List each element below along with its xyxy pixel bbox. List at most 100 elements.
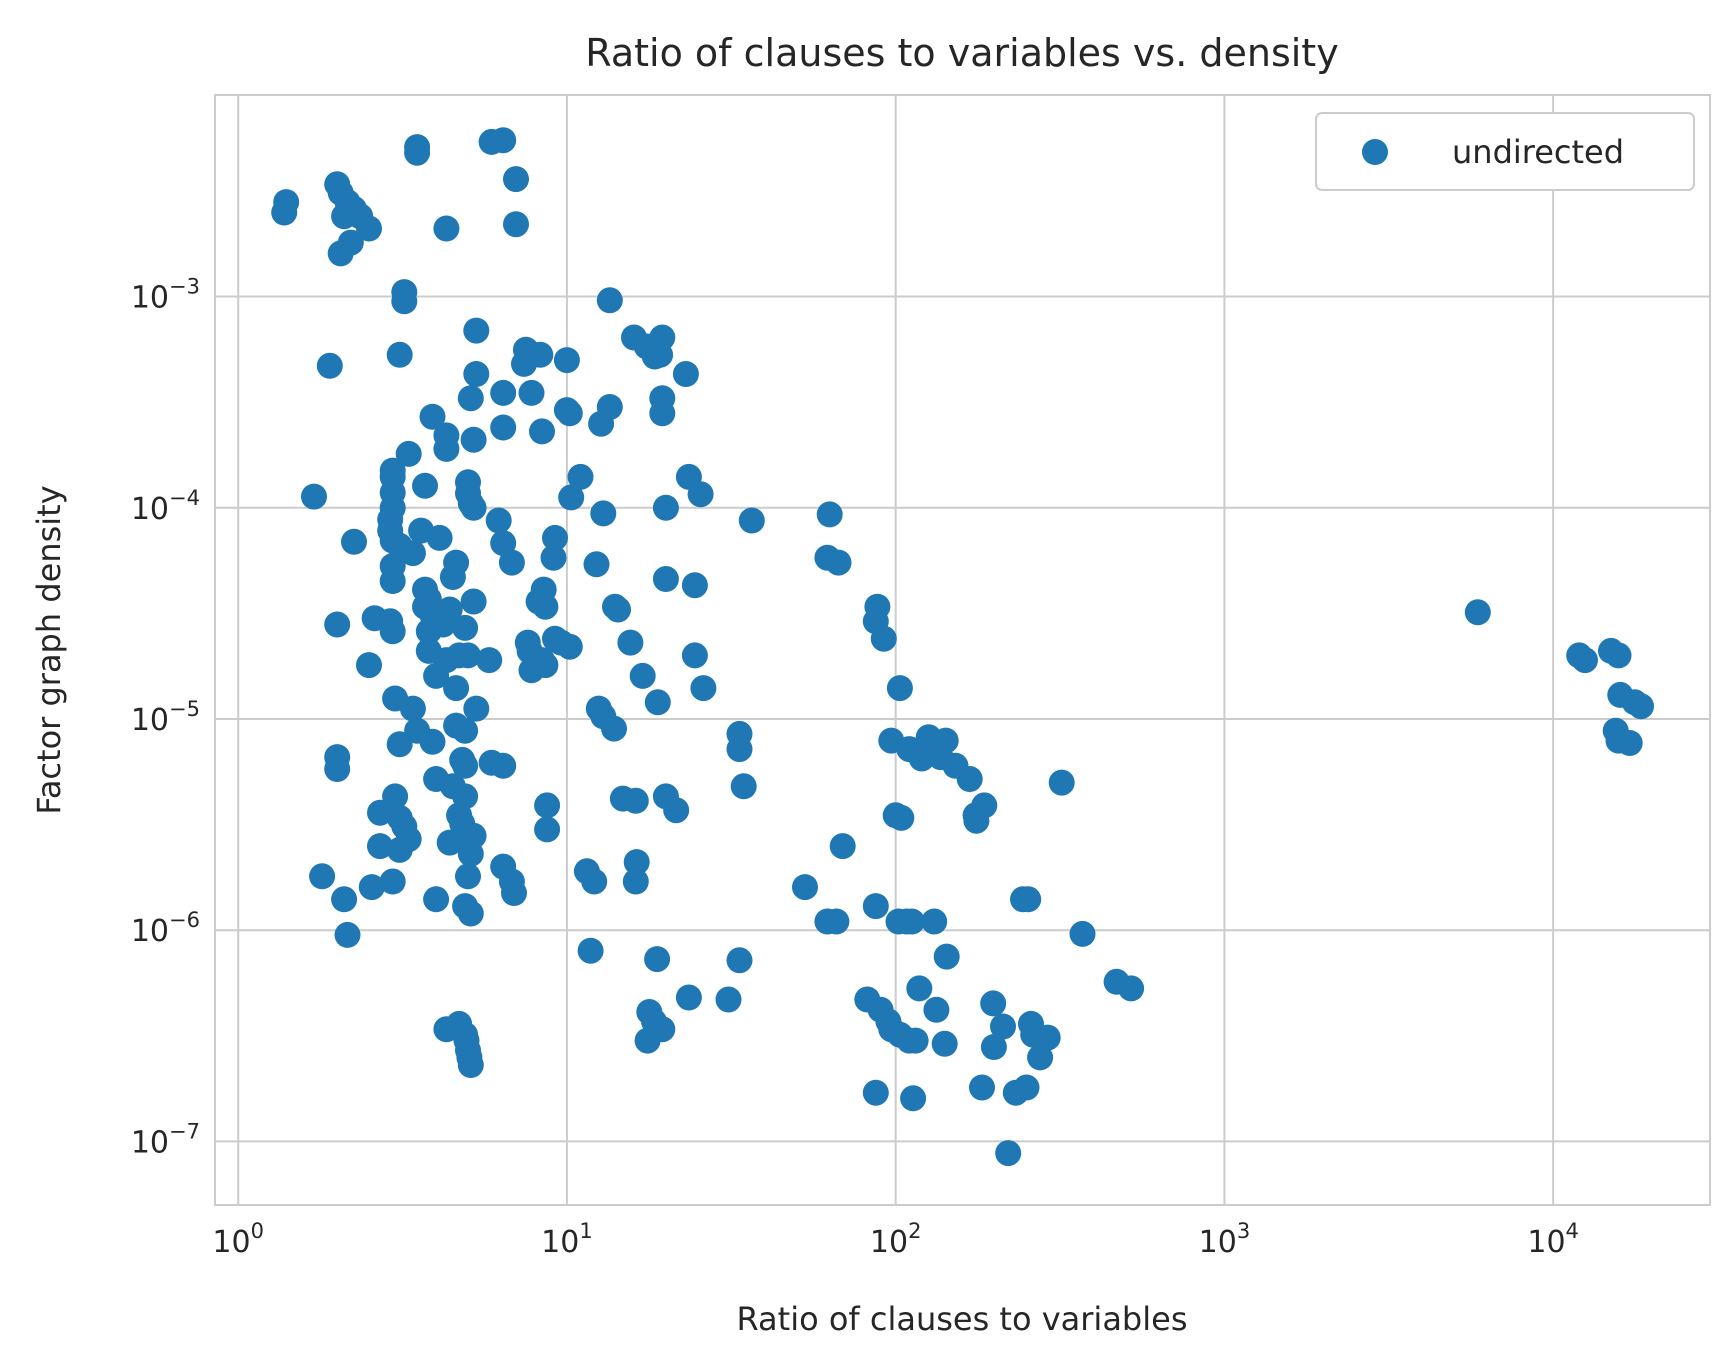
x-tick-label: 103	[1199, 1219, 1251, 1260]
data-point	[681, 642, 708, 669]
y-tick-label: 10−3	[131, 275, 200, 316]
x-tick-label: 104	[1527, 1219, 1579, 1260]
data-point	[969, 1074, 995, 1101]
data-point	[886, 675, 913, 702]
data-point	[490, 752, 517, 779]
x-axis-ticks: 100 101 102 103 104	[212, 1219, 1579, 1260]
data-point	[605, 596, 631, 623]
data-point	[898, 908, 925, 935]
data-point	[399, 540, 426, 567]
data-point	[908, 745, 935, 772]
data-point	[463, 317, 490, 344]
data-point	[391, 288, 418, 315]
data-point	[382, 783, 409, 810]
data-point	[367, 799, 393, 826]
data-point	[590, 500, 617, 527]
y-tick-label: 10−4	[131, 486, 200, 527]
data-point	[433, 215, 460, 242]
data-point	[870, 625, 897, 652]
y-tick-exponent: −4	[169, 486, 200, 510]
legend-marker	[1362, 139, 1388, 165]
data-point	[455, 642, 481, 669]
data-point	[738, 507, 765, 534]
data-point	[379, 568, 406, 594]
data-point	[485, 507, 512, 534]
y-tick-exponent: −5	[169, 697, 200, 721]
data-point	[518, 379, 545, 406]
data-point	[379, 868, 406, 895]
data-point	[327, 240, 354, 267]
data-point	[825, 549, 852, 576]
data-point	[553, 347, 580, 374]
y-tick-exponent: −6	[169, 908, 200, 932]
x-tick-label: 100	[212, 1219, 264, 1260]
data-point	[395, 440, 422, 467]
data-point	[412, 472, 438, 499]
data-point	[1572, 647, 1598, 674]
data-point	[577, 937, 604, 964]
data-point	[430, 611, 457, 638]
x-tick-base: 10	[212, 1225, 250, 1260]
x-tick-base: 10	[1527, 1225, 1565, 1260]
data-point	[439, 564, 466, 590]
data-point	[1015, 886, 1042, 913]
data-point	[367, 833, 393, 860]
data-point	[556, 633, 583, 660]
data-point	[457, 900, 484, 927]
data-point	[501, 880, 527, 906]
data-point	[386, 341, 413, 368]
data-point	[379, 618, 406, 645]
data-point	[687, 481, 714, 508]
data-point	[1118, 975, 1145, 1002]
data-point	[490, 414, 517, 441]
y-axis-ticks: 10−710−610−510−410−3	[131, 275, 200, 1161]
data-point	[532, 593, 559, 620]
x-tick-base: 10	[1199, 1225, 1237, 1260]
y-axis-label: Factor graph density	[30, 485, 68, 814]
data-point	[980, 990, 1007, 1017]
legend: undirected	[1315, 112, 1695, 191]
data-point	[862, 893, 889, 920]
x-tick-exponent: 3	[1237, 1219, 1250, 1243]
data-point	[596, 394, 623, 420]
data-point	[931, 1030, 958, 1057]
data-point	[990, 1013, 1016, 1040]
data-point	[567, 463, 594, 490]
data-point	[652, 566, 679, 592]
data-point	[316, 352, 343, 379]
plot-frame	[214, 94, 1711, 1206]
data-point	[356, 215, 382, 242]
data-point	[404, 139, 431, 166]
data-point	[455, 863, 481, 890]
data-point	[792, 874, 818, 901]
data-points	[271, 127, 1654, 1167]
data-point	[995, 1140, 1022, 1167]
data-point	[534, 816, 561, 843]
data-point	[457, 385, 484, 412]
data-point	[715, 986, 742, 1013]
data-point	[463, 361, 490, 387]
data-point	[980, 1034, 1007, 1060]
data-point	[888, 804, 915, 831]
data-point	[1034, 1024, 1061, 1051]
data-point	[503, 166, 529, 193]
data-point	[331, 886, 358, 913]
x-tick-label: 102	[870, 1219, 922, 1260]
chart-title: Ratio of clauses to variables vs. densit…	[585, 31, 1338, 75]
data-point	[334, 921, 361, 948]
data-point	[634, 1027, 661, 1054]
data-point	[690, 675, 717, 702]
data-point	[823, 908, 850, 935]
data-point	[490, 379, 517, 406]
data-point	[601, 715, 627, 742]
data-point	[726, 947, 753, 974]
data-point	[457, 840, 484, 867]
data-point	[932, 727, 959, 754]
data-point	[672, 361, 699, 387]
data-point	[490, 127, 517, 154]
data-point	[452, 752, 479, 779]
data-point	[816, 501, 843, 528]
data-point	[583, 551, 610, 578]
